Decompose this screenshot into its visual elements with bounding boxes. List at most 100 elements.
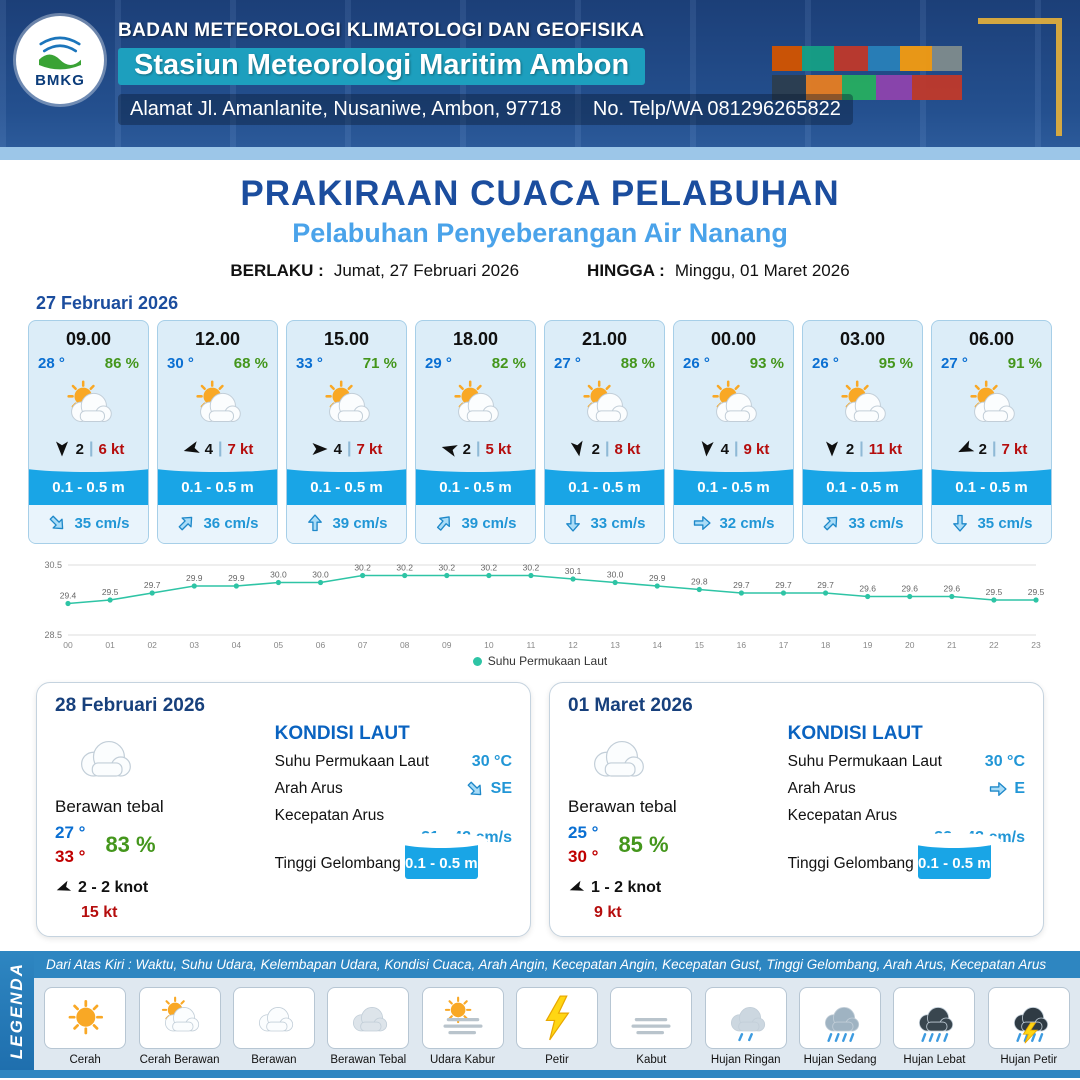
wave-height-badge: 0.1 - 0.5 m: [674, 466, 793, 505]
current-direction-arrow-icon: [308, 514, 323, 532]
daily-wind-row: 2 - 2 knot: [55, 879, 261, 897]
station-address-bar: Alamat Jl. Amanlanite, Nusaniwe, Ambon, …: [118, 94, 853, 125]
wave-height-value: 0.1 - 0.5 m: [52, 479, 125, 496]
wave-height-value: 0.1 - 0.5 m: [568, 479, 641, 496]
svg-text:29.7: 29.7: [817, 580, 834, 590]
wind-direction-arrow-icon: [957, 440, 974, 453]
page-subtitle: Pelabuhan Penyeberangan Air Nanang: [292, 218, 788, 248]
forecast-time: 21.00: [581, 329, 628, 349]
wave-height-row: Tinggi Gelombang 0.1 - 0.5 m: [275, 842, 512, 879]
temperature-value: 33 °: [296, 355, 323, 372]
daily-wind-value: 2 - 2 knot: [78, 879, 149, 896]
legend-item: Hujan Sedang: [795, 987, 885, 1066]
current-direction-value: SE: [490, 780, 512, 797]
legend-item-label: Berawan: [251, 1054, 297, 1066]
wave-height-badge: 0.1 - 0.5 m: [287, 466, 406, 505]
sun-cloud-icon: [187, 375, 249, 437]
rain-heavy-icon: [908, 992, 960, 1044]
legend-icon-box: [610, 987, 693, 1049]
station-address: Alamat Jl. Amanlanite, Nusaniwe, Ambon, …: [130, 98, 562, 120]
forecast-time: 09.00: [65, 329, 112, 349]
temperature-value: 26 °: [683, 355, 710, 372]
legend-icon-box: [704, 987, 787, 1049]
chart-legend-dot: [472, 656, 482, 666]
legend-item: Berawan Tebal: [323, 987, 413, 1066]
legend-item-label: Udara Kabur: [430, 1054, 496, 1066]
header: BMKG BADAN METEOROLOGI KLIMATOLOGI DAN G…: [0, 0, 1080, 160]
daily-card: 28 Februari 2026: [36, 682, 531, 937]
legend-item: Petir: [512, 987, 602, 1066]
svg-text:12: 12: [568, 640, 578, 650]
wind-row: 2 | 8 kt: [545, 440, 664, 458]
wind-row: 4 | 7 kt: [287, 440, 406, 458]
bmkg-logo-icon: [39, 36, 81, 70]
legend-icon-box: [987, 987, 1070, 1049]
daily-wind-direction-arrow-icon: [569, 880, 585, 891]
legend-icon-box: [421, 987, 504, 1049]
sst-row: Suhu Permukaan Laut 30 °C: [788, 753, 1025, 771]
svg-text:30.0: 30.0: [270, 570, 287, 580]
daily-wind-row: 1 - 2 knot: [568, 879, 774, 897]
sea-conditions: KONDISI LAUT Suhu Permukaan Laut 30 °C A…: [275, 719, 512, 922]
wind-value: 4: [204, 440, 213, 458]
svg-text:30.1: 30.1: [565, 566, 582, 576]
wind-value: 2: [75, 440, 84, 458]
svg-text:28.5: 28.5: [44, 630, 62, 640]
current-row: 35 cm/s: [932, 505, 1051, 543]
temperature-value: 28 °: [38, 355, 65, 372]
wind-speed-kt: 5 kt: [485, 440, 512, 458]
current-direction-arrow-icon: [824, 516, 838, 531]
wind-direction-arrow-icon: [55, 441, 68, 457]
legend-item: Udara Kabur: [418, 987, 508, 1066]
current-speed-value: 32 cm/s: [719, 514, 775, 532]
legend-item-label: Hujan Sedang: [803, 1054, 877, 1066]
wave-height-badge: 0.1 - 0.5 m: [932, 466, 1051, 505]
sst-label: Suhu Permukaan Laut: [274, 753, 429, 770]
legend-item: Kabut: [606, 987, 696, 1066]
wind-speed-kt: 9 kt: [743, 440, 770, 458]
wind-row: 2 | 6 kt: [29, 440, 148, 458]
wave-height-value: 0.1 - 0.5 m: [181, 479, 254, 496]
crane-illustration: [978, 18, 1062, 136]
wind-separator: |: [218, 440, 223, 457]
svg-text:08: 08: [400, 640, 410, 650]
legend-items: Cerah: [34, 978, 1080, 1070]
header-ground-illustration: [0, 147, 1080, 160]
daily-weather-summary: Berawan tebal 27 ° 33 ° 83 %: [55, 719, 261, 922]
temperature-value: 29 °: [425, 355, 452, 372]
forecast-card: 09.00 28 ° 86 %: [28, 320, 149, 544]
wind-speed-kt: 7 kt: [227, 440, 254, 458]
header-text: BADAN METEOROLOGI KLIMATOLOGI DAN GEOFIS…: [118, 0, 1080, 125]
wind-value: 2: [462, 440, 471, 458]
legend-section: LEGENDA Dari Atas Kiri : Waktu, Suhu Uda…: [0, 951, 1080, 1070]
container-stack-illustration: [772, 46, 962, 100]
svg-text:10: 10: [484, 640, 494, 650]
sea-conditions: KONDISI LAUT Suhu Permukaan Laut 30 °C A…: [788, 719, 1025, 922]
legend-item-label: Hujan Petir: [1000, 1054, 1058, 1066]
svg-text:29.7: 29.7: [775, 580, 792, 590]
humidity-value: 88 %: [620, 355, 655, 372]
wind-speed-kt: 11 kt: [868, 440, 903, 458]
forecast-date-label: 27 Februari 2026: [36, 293, 179, 313]
page-title: PRAKIRAAN CUACA PELABUHAN: [240, 174, 840, 213]
wind-row: 4 | 9 kt: [674, 440, 793, 458]
svg-text:00: 00: [63, 640, 73, 650]
legend-item: Cerah: [40, 987, 130, 1066]
current-direction-arrow-icon: [437, 516, 451, 531]
validity-until-value: Minggu, 01 Maret 2026: [674, 261, 850, 280]
svg-text:01: 01: [105, 640, 115, 650]
forecast-card: 21.00 27 ° 88 %: [544, 320, 665, 544]
wave-height-badge: 0.1 - 0.5 m: [803, 466, 922, 505]
wind-separator: |: [605, 440, 610, 457]
current-speed-value: 35 cm/s: [74, 514, 130, 532]
svg-text:30.2: 30.2: [481, 563, 498, 573]
wind-direction-arrow-icon: [701, 441, 714, 457]
sun-icon: [59, 992, 111, 1044]
current-speed-value: 35 cm/s: [977, 514, 1033, 532]
wind-direction-arrow-icon: [441, 445, 458, 457]
wind-direction-arrow-icon: [825, 441, 838, 457]
current-speed-value: 39 cm/s: [332, 514, 388, 532]
svg-text:15: 15: [695, 640, 705, 650]
svg-text:29.5: 29.5: [1028, 587, 1045, 597]
forecast-time: 15.00: [323, 329, 370, 349]
